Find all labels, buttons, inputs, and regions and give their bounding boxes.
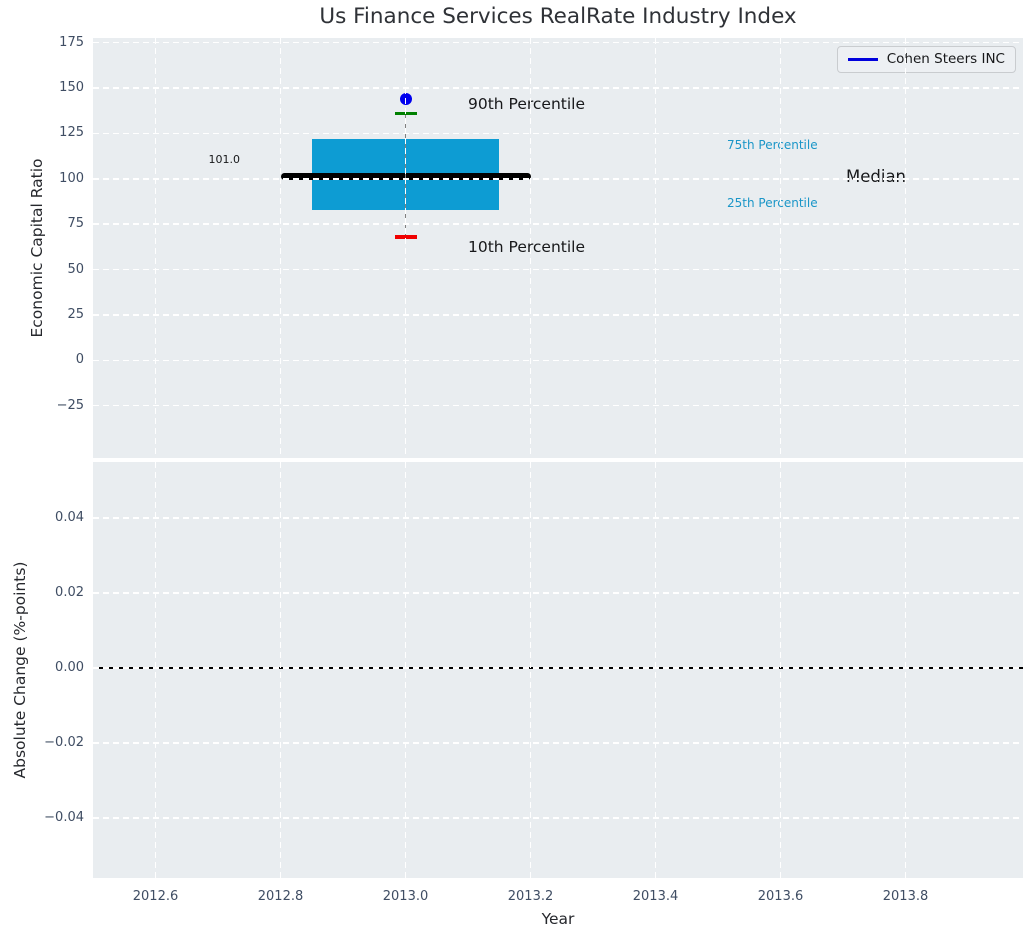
x-tick-label: 2012.8: [257, 889, 304, 904]
y-gridline: [93, 517, 1023, 519]
y-tick-label: 0.02: [55, 585, 84, 600]
chart-title: Us Finance Services RealRate Industry In…: [319, 4, 797, 29]
x-gridline: [779, 462, 782, 878]
y-gridline: [93, 667, 1023, 669]
x-tick-label: 2012.6: [132, 889, 179, 904]
x-gridline: [404, 462, 407, 878]
x-gridline: [779, 38, 782, 458]
y-gridline: [93, 742, 1023, 744]
y-gridline: [93, 314, 1023, 316]
y-tick-label: 150: [59, 80, 84, 96]
y-gridline: [93, 41, 1023, 44]
y-tick-label: 0: [75, 352, 84, 368]
y-tick-label: 100: [59, 170, 84, 186]
x-gridline: [404, 38, 407, 458]
y-gridline: [93, 223, 1023, 225]
x-gridline: [904, 38, 907, 458]
p10-label: 10th Percentile: [468, 238, 586, 256]
x-tick-label: 2013.0: [382, 889, 429, 904]
y-tick-label: 0.04: [55, 510, 84, 525]
p25-label: 25th Percentile: [727, 196, 818, 210]
p90-label: 90th Percentile: [468, 95, 586, 113]
y-gridline: [93, 817, 1023, 819]
y-gridline: [93, 268, 1023, 271]
x-gridline: [654, 38, 657, 458]
y-gridline: [93, 404, 1023, 407]
x-gridline: [529, 462, 532, 878]
x-gridline: [529, 38, 532, 458]
bottom-axes: [93, 462, 1023, 878]
x-tick-label: 2013.6: [757, 889, 804, 904]
x-gridline: [654, 462, 657, 878]
x-axis-label: Year: [541, 910, 575, 928]
top-axes: 101.0 90th Percentile 10th Percentile 75…: [93, 38, 1023, 458]
y-gridline: [93, 132, 1023, 135]
median-label: Median: [846, 167, 907, 186]
legend-line-swatch: [847, 57, 878, 61]
x-gridline: [279, 38, 282, 458]
y-tick-label: −25: [56, 397, 84, 413]
x-gridline: [904, 462, 907, 878]
p75-label: 75th Percentile: [727, 138, 818, 152]
median-value-label: 101.0: [208, 153, 241, 166]
y-tick-label: −0.02: [44, 735, 84, 750]
legend: Cohen Steers INC: [836, 46, 1016, 73]
y-gridline: [93, 359, 1023, 362]
bottom-y-axis-label: Absolute Change (%-points): [11, 561, 29, 779]
y-gridline: [93, 592, 1023, 594]
y-tick-label: 50: [67, 261, 84, 277]
y-tick-label: 0.00: [55, 660, 84, 675]
y-gridline: [93, 178, 1023, 180]
y-tick-label: −0.04: [44, 810, 84, 825]
x-tick-label: 2013.8: [882, 889, 929, 904]
x-gridline: [154, 462, 157, 878]
y-tick-label: 25: [67, 306, 84, 322]
y-tick-label: 125: [59, 125, 84, 141]
legend-entry-label: Cohen Steers INC: [886, 51, 1005, 67]
x-gridline: [279, 462, 282, 878]
x-tick-label: 2013.4: [632, 889, 679, 904]
y-gridline: [93, 87, 1023, 89]
y-tick-label: 175: [59, 34, 84, 50]
x-tick-label: 2013.2: [507, 889, 554, 904]
x-gridline: [154, 38, 157, 458]
y-tick-label: 75: [67, 216, 84, 232]
top-y-axis-label: Economic Capital Ratio: [28, 158, 46, 338]
